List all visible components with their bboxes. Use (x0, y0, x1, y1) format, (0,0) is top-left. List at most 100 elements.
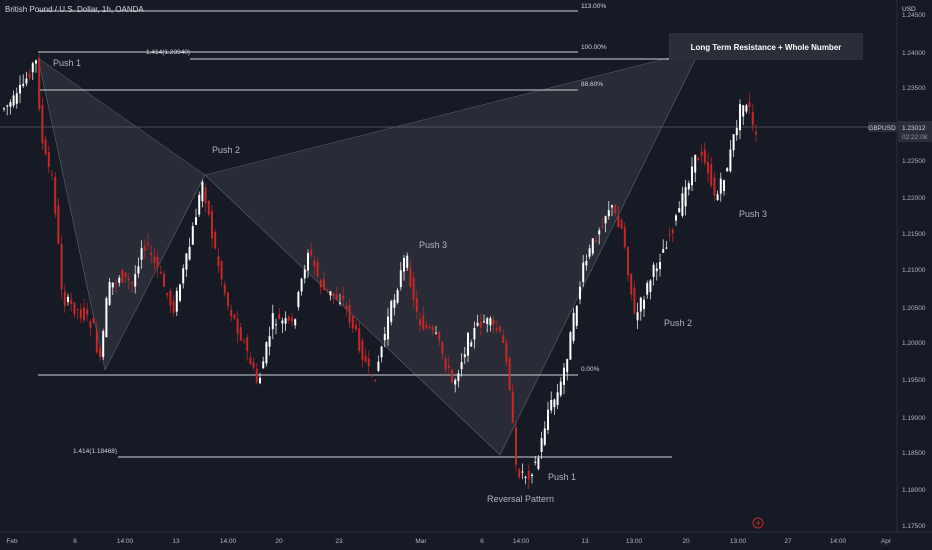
price-tick: 1.20500 (902, 305, 926, 312)
candle-body (335, 294, 338, 300)
candle-body (310, 250, 313, 256)
candle-body (575, 305, 578, 326)
candle-body (569, 332, 572, 360)
candle-body (527, 470, 530, 480)
candle-body (502, 335, 505, 343)
candle-body (271, 313, 274, 330)
candle-body (319, 280, 322, 288)
candle-body (623, 227, 626, 248)
candle-body (556, 392, 559, 405)
candle-body (438, 332, 441, 340)
candle-body (511, 391, 514, 423)
candle-body (393, 299, 396, 308)
candle-body (572, 312, 575, 341)
fib-label-113: 113.00% (581, 3, 606, 10)
candle-body (559, 381, 562, 396)
candle-body (451, 369, 453, 383)
candle-body (38, 58, 41, 110)
candle-body (617, 215, 620, 228)
candle-body (604, 216, 607, 224)
candle-body (57, 205, 60, 244)
candle-body (127, 278, 130, 281)
candle-body (479, 321, 482, 328)
candle-body (329, 291, 332, 296)
candle-body (419, 319, 421, 326)
candles-group (3, 54, 757, 490)
candle-body (473, 328, 476, 340)
candle-body (230, 310, 233, 317)
candle-body (723, 180, 725, 192)
candle-body (297, 292, 300, 308)
candle-body (665, 247, 668, 249)
candle-body (531, 474, 533, 476)
candle-body (483, 321, 485, 323)
candle-body (115, 283, 117, 285)
price-tick: 1.20000 (902, 340, 926, 347)
candle-body (691, 166, 693, 186)
candle-body (591, 238, 594, 254)
candle-body (70, 299, 73, 305)
candle-body (262, 361, 265, 369)
symbol-title[interactable]: British Pound / U.S. Dollar, 1h, OANDA (5, 5, 144, 14)
candle-body (454, 379, 457, 385)
candle-body (63, 291, 66, 307)
candle-body (457, 373, 460, 381)
candle-body (409, 267, 412, 287)
candle-body (687, 183, 690, 190)
candle-body (739, 104, 741, 131)
candle-body (76, 308, 79, 310)
candle-body (460, 362, 463, 370)
candle-body (383, 333, 386, 341)
candle-body (639, 297, 642, 312)
candle-body (553, 399, 556, 408)
candle-body (169, 290, 172, 306)
resistance-callout[interactable] (669, 33, 863, 60)
candle-body (185, 253, 188, 270)
candle-body (601, 226, 604, 228)
time-tick: 27 (784, 538, 792, 545)
candle-body (28, 73, 31, 79)
price-tick: 1.21000 (902, 267, 926, 274)
candle-body (467, 332, 469, 356)
time-tick: 6 (73, 538, 77, 545)
price-tick: 1.24000 (902, 50, 926, 57)
price-axis[interactable] (897, 0, 932, 550)
candle-body (614, 205, 617, 214)
candle-body (406, 255, 409, 268)
time-tick: 14:00 (513, 538, 530, 545)
price-tick: 1.19500 (902, 377, 926, 384)
candle-body (95, 330, 98, 353)
push3-right-label: Push 3 (739, 209, 767, 219)
candle-body (291, 317, 293, 322)
candle-body (399, 270, 402, 288)
candle-body (425, 324, 428, 328)
price-tick: 1.18000 (902, 487, 926, 494)
time-tick: 13 (581, 538, 589, 545)
candle-body (204, 187, 207, 204)
pattern-triangle-left-1[interactable] (38, 58, 205, 370)
price-tick: 1.23500 (902, 85, 926, 92)
candle-body (214, 232, 217, 249)
price-tick: 1.18500 (902, 450, 926, 457)
candle-body (25, 78, 28, 84)
time-tick: 6 (480, 538, 484, 545)
pattern-triangle-left-2[interactable] (205, 50, 700, 455)
push1-right-label: Push 1 (548, 472, 576, 482)
candle-body (540, 438, 543, 452)
lightning-icon[interactable] (752, 517, 764, 529)
candle-body (355, 324, 357, 330)
candle-body (444, 358, 447, 370)
candle-body (207, 201, 210, 215)
candle-body (143, 246, 146, 251)
candle-body (735, 128, 738, 136)
candle-body (371, 375, 373, 377)
candle-body (19, 84, 21, 94)
candle-body (550, 399, 553, 411)
candle-body (431, 326, 434, 331)
candle-body (249, 357, 252, 365)
candle-body (3, 108, 5, 110)
candle-body (755, 131, 757, 135)
price-tick: 1.24500 (902, 12, 926, 19)
candle-body (579, 286, 581, 300)
